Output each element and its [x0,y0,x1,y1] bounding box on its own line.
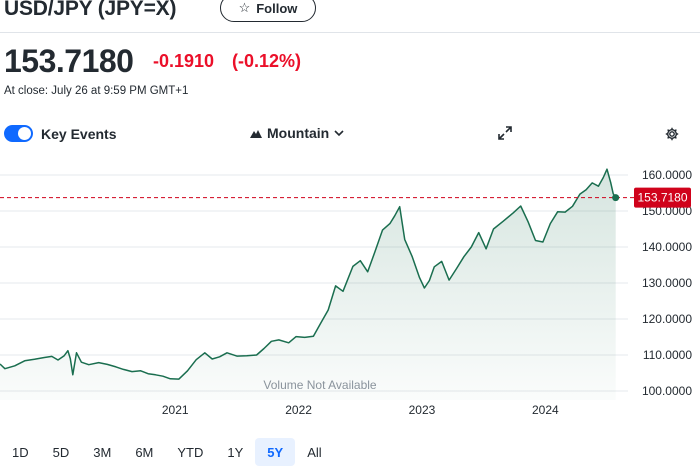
range-button-all[interactable]: All [295,438,333,466]
last-price-badge [634,187,691,208]
y-tick-label: 140.0000 [642,240,692,254]
range-button-6m[interactable]: 6M [123,438,165,466]
y-tick-label: 160.0000 [642,168,692,182]
price-change: -0.1910 [153,51,215,71]
range-button-1d[interactable]: 1D [0,438,41,466]
header-divider [0,32,700,33]
volume-watermark: Volume Not Available [263,378,377,392]
toggle-knob [18,127,31,140]
y-tick-label: 120.0000 [642,312,692,326]
chart-type-label: Mountain [267,125,330,141]
x-tick-label: 2024 [532,403,559,417]
last-price-label: 153.7180 [637,191,687,205]
mountain-icon [250,129,262,138]
time-range-bar: 1D 5D 3M 6M YTD 1Y 5Y All [0,438,334,466]
key-events-label: Key Events [41,126,117,142]
expand-icon[interactable] [498,126,512,145]
y-tick-label: 110.0000 [643,348,692,362]
chevron-down-icon [334,129,344,137]
follow-button[interactable]: ☆ Follow [220,0,316,22]
gear-icon[interactable] [665,127,679,146]
price-area [0,169,616,400]
market-close-info: At close: July 26 at 9:59 PM GMT+1 [4,85,189,97]
x-tick-label: 2020 [38,419,65,420]
range-button-3m[interactable]: 3M [81,438,123,466]
key-events-toggle[interactable] [4,125,33,142]
price-change-percent: (-0.12%) [232,51,302,71]
y-tick-label: 100.0000 [642,384,692,398]
follow-label: Follow [256,0,298,16]
star-outline-icon: ☆ [238,0,251,15]
page-title: USD/JPY (JPY=X) [4,0,177,20]
last-price-marker [612,194,620,202]
range-button-ytd[interactable]: YTD [165,438,215,466]
y-tick-label: 130.0000 [642,276,692,290]
x-tick-label: 2022 [285,403,312,417]
price-chart[interactable]: 160.0000150.0000140.0000130.0000120.0000… [0,160,700,420]
range-button-5d[interactable]: 5D [41,438,82,466]
chart-type-dropdown[interactable]: Mountain [250,125,344,141]
range-button-5y[interactable]: 5Y [255,438,296,466]
current-price: 153.7180 [4,43,134,79]
price-line [0,168,617,380]
x-tick-label: 2023 [409,403,436,417]
x-tick-label: 2021 [162,403,189,417]
range-button-1y[interactable]: 1Y [215,438,255,466]
